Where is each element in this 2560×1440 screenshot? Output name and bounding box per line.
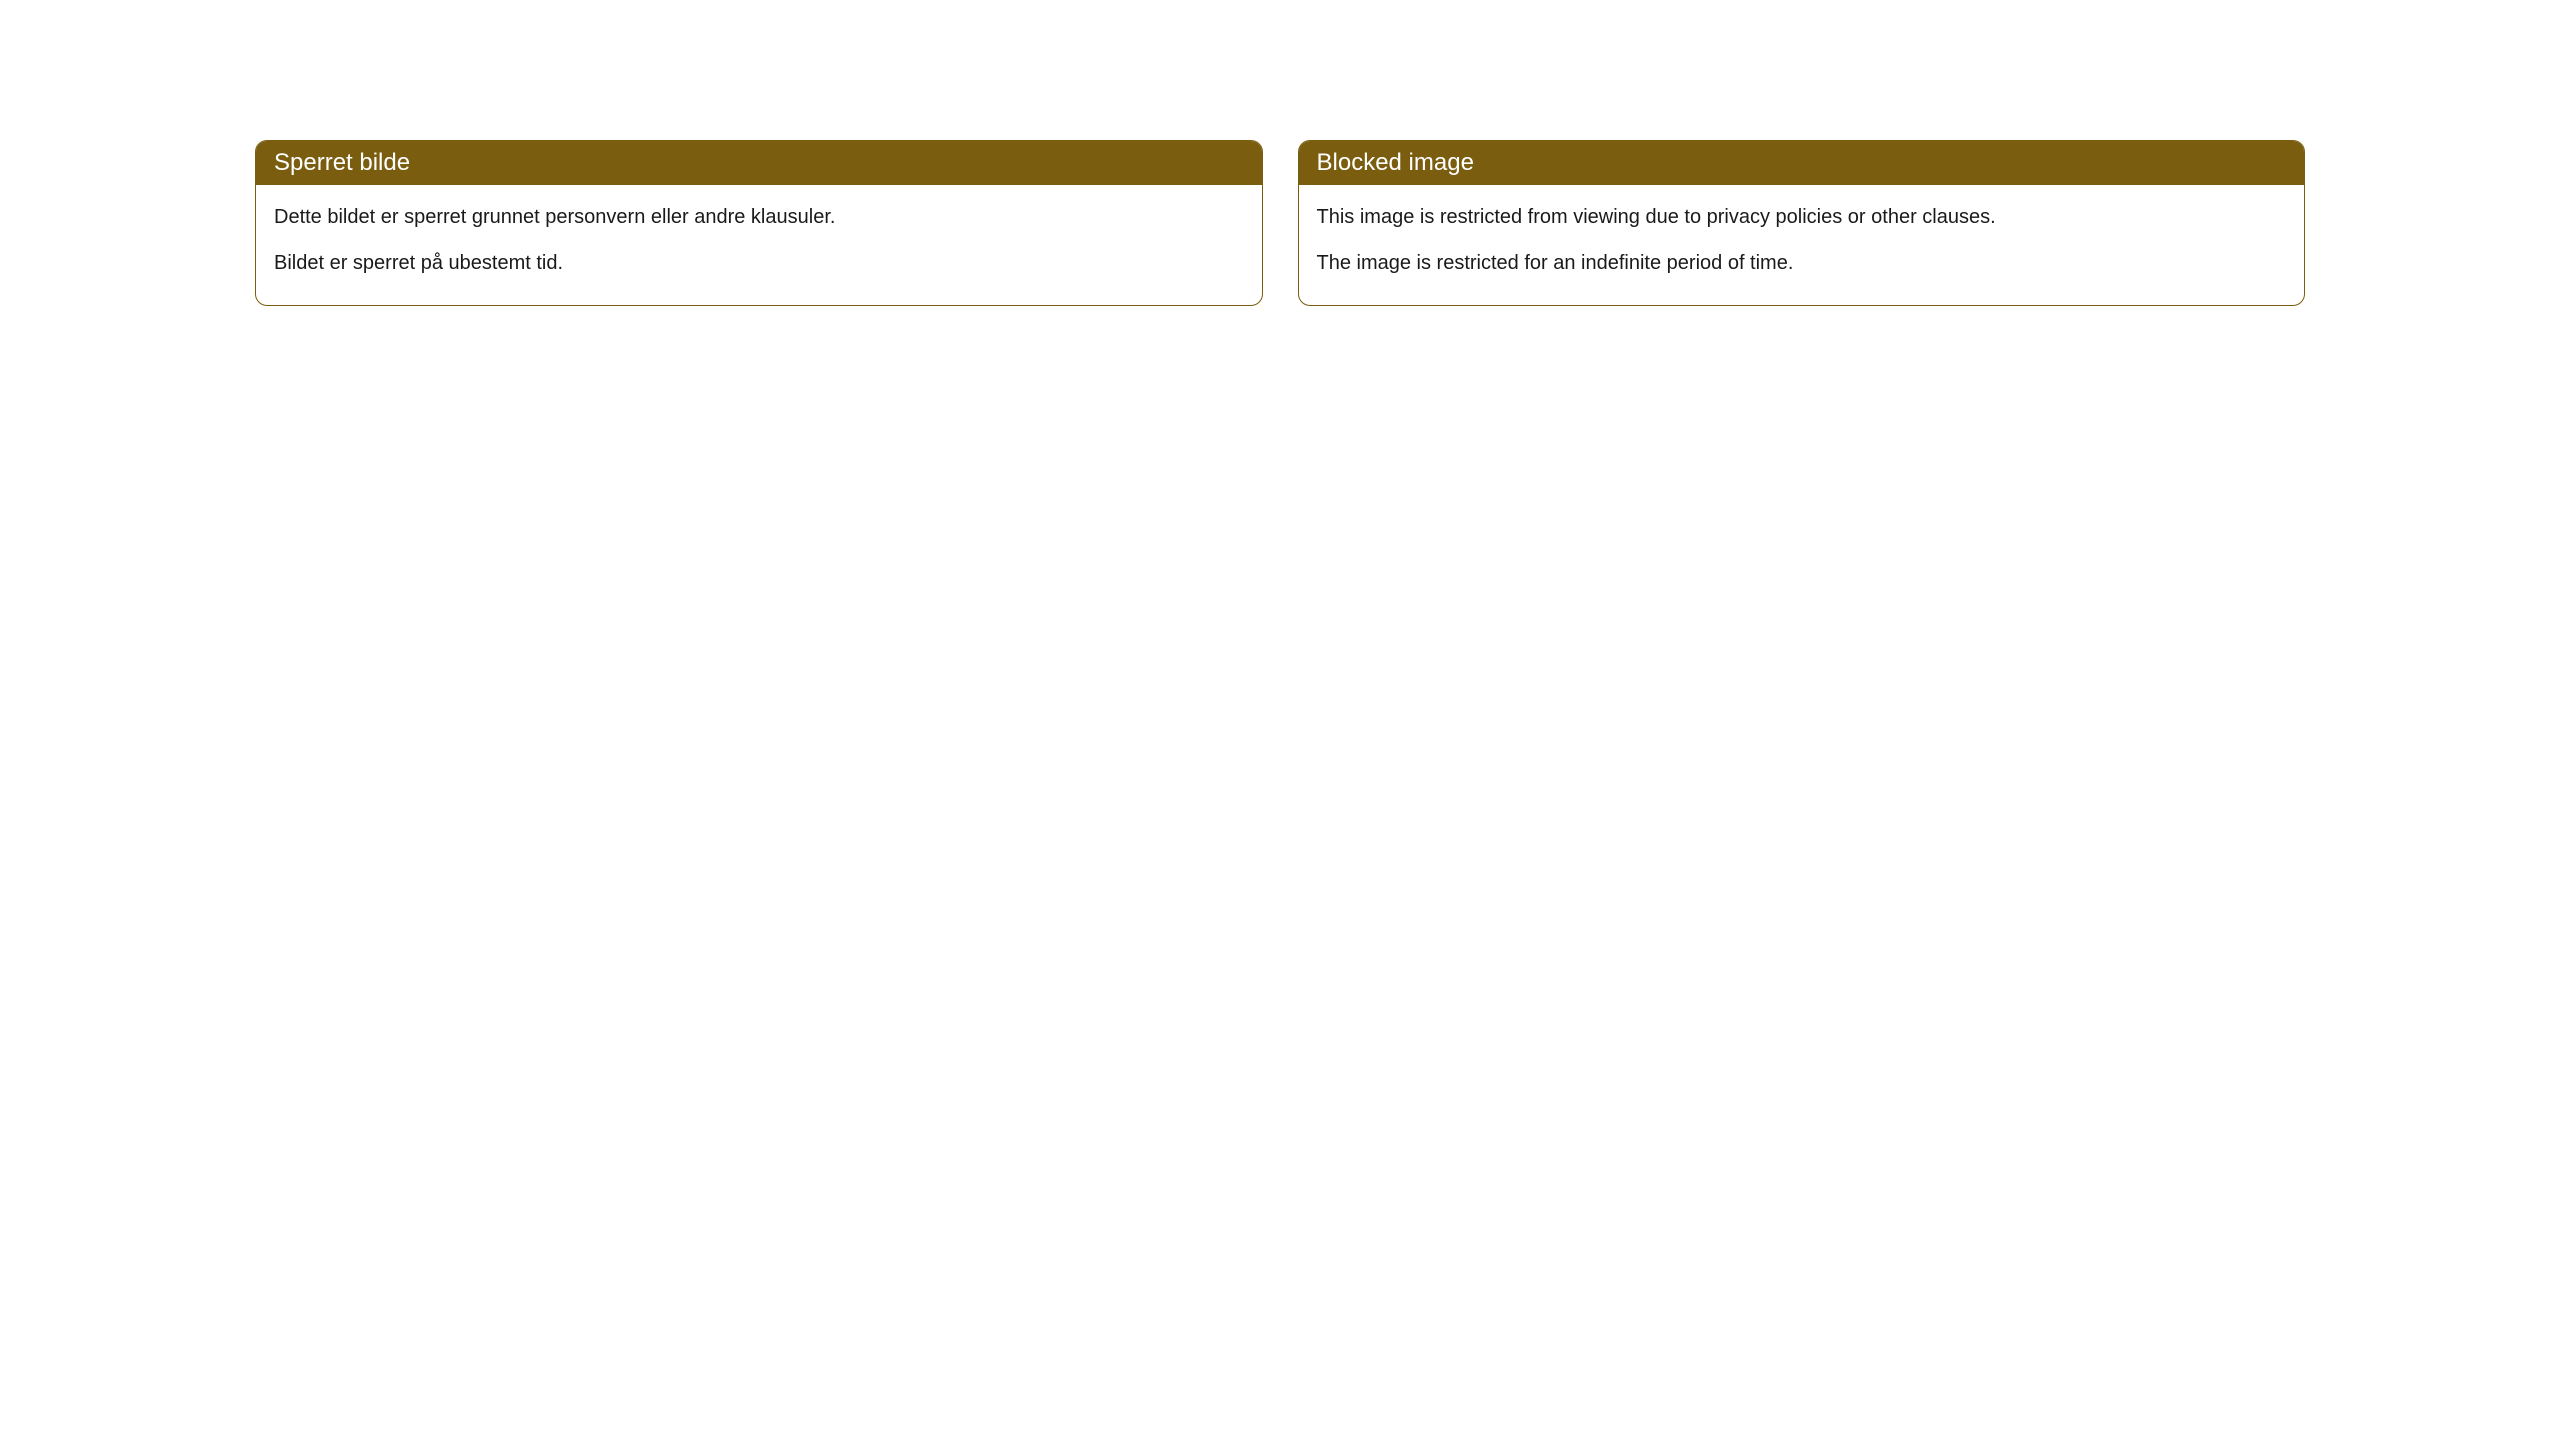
card-body: Dette bildet er sperret grunnet personve… bbox=[256, 185, 1262, 305]
card-body: This image is restricted from viewing du… bbox=[1299, 185, 2305, 305]
blocked-image-card-norwegian: Sperret bilde Dette bildet er sperret gr… bbox=[255, 140, 1263, 306]
card-paragraph: Bildet er sperret på ubestemt tid. bbox=[274, 249, 1244, 277]
card-header: Sperret bilde bbox=[256, 141, 1262, 185]
card-title: Blocked image bbox=[1317, 149, 1474, 176]
blocked-image-card-english: Blocked image This image is restricted f… bbox=[1298, 140, 2306, 306]
card-paragraph: Dette bildet er sperret grunnet personve… bbox=[274, 203, 1244, 231]
card-paragraph: The image is restricted for an indefinit… bbox=[1317, 249, 2287, 277]
card-title: Sperret bilde bbox=[274, 149, 410, 176]
card-header: Blocked image bbox=[1299, 141, 2305, 185]
card-paragraph: This image is restricted from viewing du… bbox=[1317, 203, 2287, 231]
